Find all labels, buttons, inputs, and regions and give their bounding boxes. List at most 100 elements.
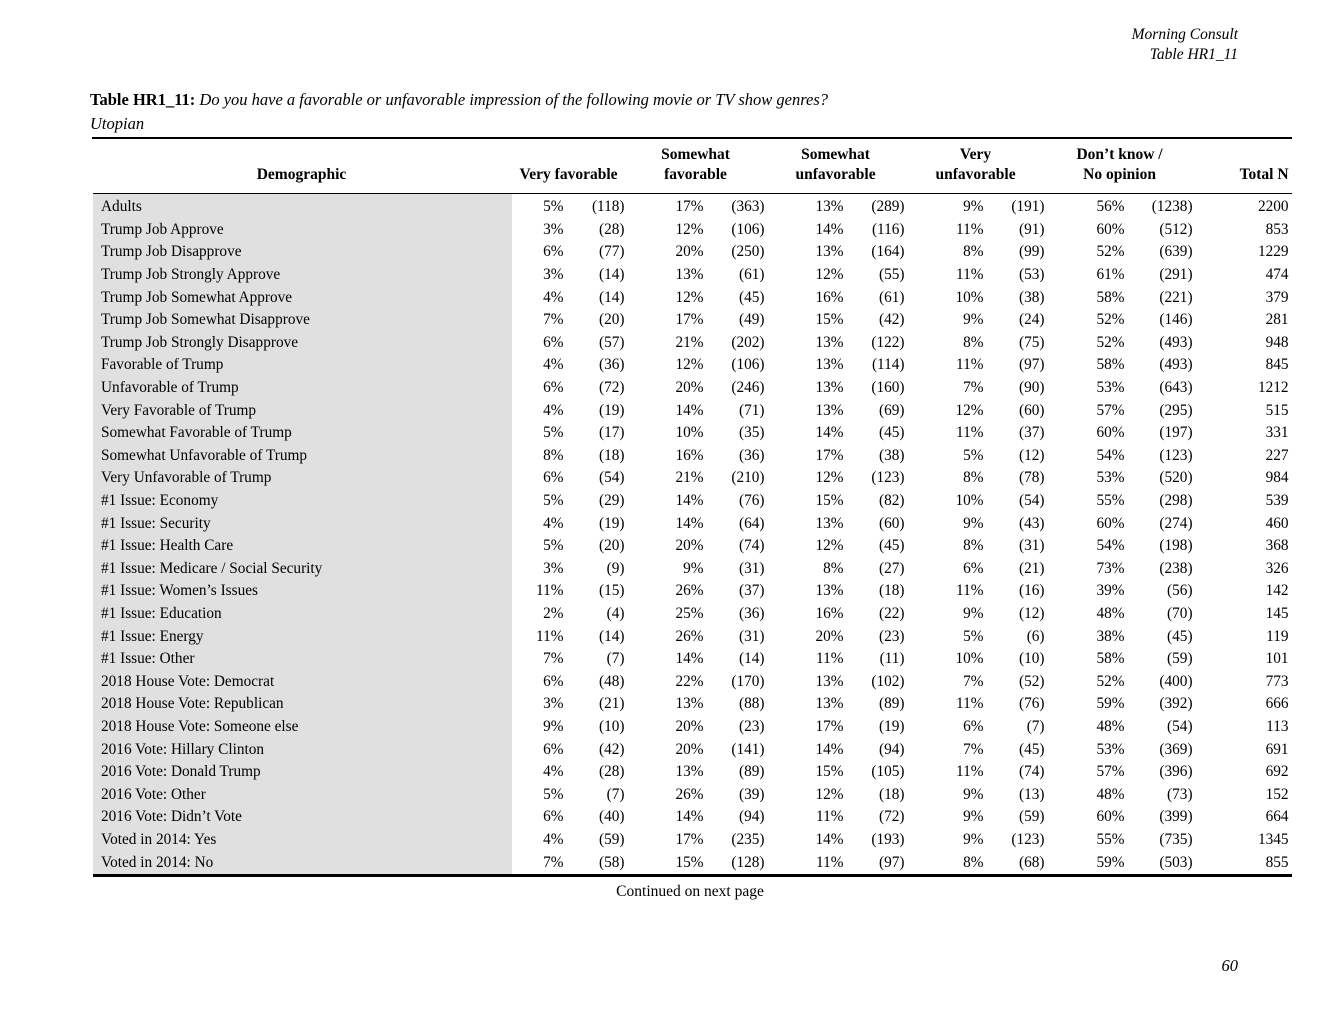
count-cell: (59)	[599, 830, 625, 848]
total-n-cell: 113	[1266, 717, 1289, 735]
count-cell: (54)	[1167, 717, 1193, 735]
count-cell: (735)	[1159, 830, 1193, 848]
percent-cell: 10%	[955, 288, 984, 306]
demographic-cell: Trump Job Disapprove	[90, 241, 512, 264]
percent-cell: 5%	[543, 537, 564, 555]
percent-cell: 20%	[815, 627, 844, 645]
percent-cell: 26%	[675, 785, 704, 803]
percent-cell: 15%	[675, 853, 704, 871]
count-cell: (14)	[739, 650, 765, 668]
total-n-cell: 666	[1265, 695, 1289, 713]
percent-cell: 17%	[675, 198, 704, 216]
count-cell: (24)	[1019, 311, 1045, 329]
percent-cell: 6%	[963, 559, 984, 577]
total-n-cell: 474	[1265, 266, 1289, 284]
count-cell: (42)	[879, 311, 905, 329]
percent-cell: 14%	[675, 401, 704, 419]
count-cell: (18)	[879, 582, 905, 600]
percent-cell: 7%	[543, 311, 564, 329]
total-n-cell: 379	[1265, 288, 1289, 306]
percent-cell: 13%	[815, 198, 844, 216]
percent-cell: 13%	[815, 379, 844, 397]
percent-cell: 59%	[1096, 853, 1125, 871]
percent-cell: 6%	[543, 243, 564, 261]
percent-cell: 60%	[1096, 220, 1125, 238]
percent-cell: 17%	[815, 446, 844, 464]
percent-cell: 7%	[543, 650, 564, 668]
count-cell: (16)	[1019, 582, 1045, 600]
count-cell: (20)	[599, 311, 625, 329]
table-row: 2018 House Vote: Democrat 6% (48) 22% (170) 1…	[90, 670, 1292, 694]
percent-cell: 55%	[1096, 492, 1125, 510]
percent-cell: 57%	[1096, 763, 1125, 781]
percent-cell: 20%	[675, 740, 704, 758]
count-cell: (76)	[1019, 695, 1045, 713]
count-cell: (43)	[1019, 514, 1045, 532]
count-cell: (38)	[1019, 288, 1045, 306]
percent-cell: 6%	[543, 808, 564, 826]
count-cell: (105)	[871, 763, 905, 781]
percent-cell: 11%	[956, 582, 984, 600]
percent-cell: 3%	[543, 559, 564, 577]
percent-cell: 9%	[543, 717, 564, 735]
count-cell: (99)	[1019, 243, 1045, 261]
demographic-cell: Trump Job Approve	[90, 218, 512, 242]
count-cell: (116)	[871, 220, 905, 238]
table-row: 2018 House Vote: Republican 3% (21) 13% (88)…	[90, 693, 1292, 716]
percent-cell: 7%	[963, 379, 984, 397]
count-cell: (396)	[1159, 763, 1193, 781]
total-n-cell: 692	[1265, 763, 1289, 781]
count-cell: (160)	[871, 379, 905, 397]
total-n-cell: 984	[1265, 469, 1289, 487]
count-cell: (7)	[1026, 717, 1045, 735]
percent-cell: 20%	[675, 379, 704, 397]
percent-cell: 5%	[543, 492, 564, 510]
demographic-cell: Voted in 2014: No	[90, 851, 512, 876]
count-cell: (31)	[739, 559, 765, 577]
percent-cell: 48%	[1096, 785, 1125, 803]
count-cell: (643)	[1159, 379, 1193, 397]
count-cell: (38)	[879, 446, 905, 464]
percent-cell: 38%	[1096, 627, 1125, 645]
count-cell: (27)	[879, 559, 905, 577]
count-cell: (45)	[879, 424, 905, 442]
percent-cell: 59%	[1096, 695, 1125, 713]
count-cell: (19)	[599, 514, 625, 532]
count-cell: (72)	[599, 379, 625, 397]
percent-cell: 11%	[816, 650, 844, 668]
count-cell: (74)	[739, 537, 765, 555]
percent-cell: 26%	[675, 582, 704, 600]
percent-cell: 14%	[675, 808, 704, 826]
percent-cell: 5%	[543, 785, 564, 803]
percent-cell: 14%	[675, 514, 704, 532]
percent-cell: 11%	[536, 627, 564, 645]
percent-cell: 3%	[543, 266, 564, 284]
percent-cell: 11%	[956, 356, 984, 374]
count-cell: (23)	[879, 627, 905, 645]
demographic-cell: Very Favorable of Trump	[90, 399, 512, 422]
table-row: #1 Issue: Security 4% (19) 14% (64) 13% (60) 9%…	[90, 512, 1292, 535]
count-cell: (55)	[879, 266, 905, 284]
count-cell: (493)	[1159, 356, 1193, 374]
count-cell: (94)	[739, 808, 765, 826]
count-cell: (45)	[1019, 740, 1045, 758]
table-header: Demographic Very favorable Somewhat favora…	[91, 138, 1292, 194]
percent-cell: 17%	[675, 311, 704, 329]
percent-cell: 7%	[963, 740, 984, 758]
percent-cell: 26%	[675, 627, 704, 645]
percent-cell: 11%	[956, 695, 984, 713]
count-cell: (503)	[1159, 853, 1193, 871]
table-body: Adults 5% (118) 17% (363) 13% (289) 9% (191) 56% (…	[90, 193, 1292, 876]
percent-cell: 7%	[543, 853, 564, 871]
count-cell: (210)	[731, 469, 765, 487]
count-cell: (97)	[1019, 356, 1045, 374]
count-cell: (128)	[731, 853, 765, 871]
count-cell: (221)	[1159, 288, 1193, 306]
percent-cell: 39%	[1096, 582, 1125, 600]
total-n-cell: 691	[1265, 740, 1289, 758]
demographic-cell: #1 Issue: Security	[90, 512, 512, 535]
percent-cell: 6%	[963, 717, 984, 735]
percent-cell: 20%	[675, 243, 704, 261]
count-cell: (35)	[739, 424, 765, 442]
count-cell: (57)	[599, 333, 625, 351]
